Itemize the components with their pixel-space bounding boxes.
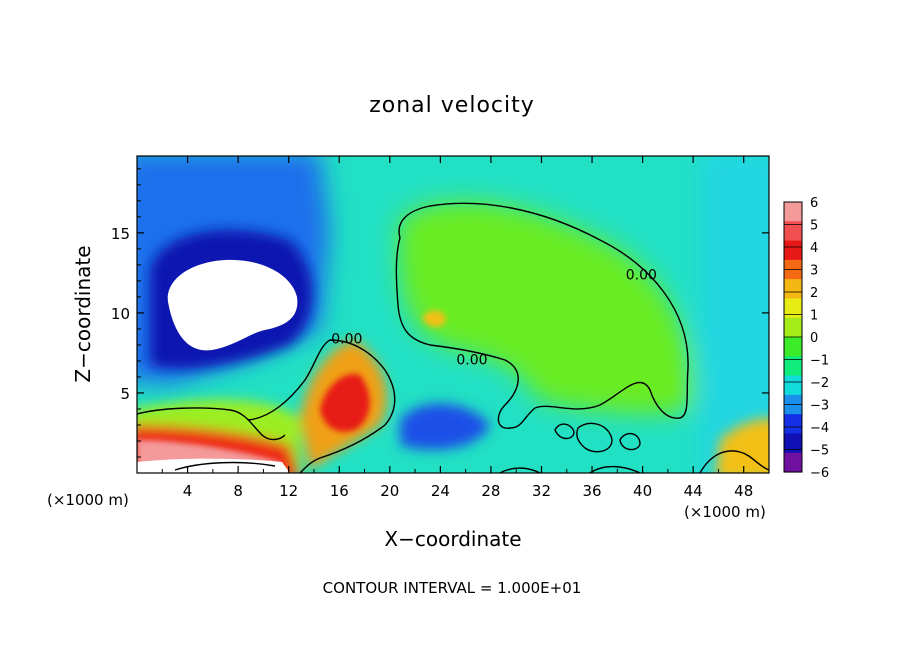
- x-axis-label: X−coordinate: [384, 527, 521, 551]
- x-tick-label-32: 32: [532, 482, 551, 500]
- y-tick-label-5: 5: [120, 385, 130, 403]
- colorbar-label-6: 0: [810, 331, 818, 346]
- y-tick-label-10: 10: [111, 305, 130, 323]
- contour-label-layer: 0.00 0.00 0.00: [331, 267, 657, 368]
- x-unit-label-left: (×1000 m): [47, 491, 129, 509]
- colorbar-swatch-9: [784, 375, 802, 396]
- field-right-low-warm: [715, 418, 769, 473]
- contour-zero-tongue: [247, 339, 396, 473]
- x-axis: 4 8 12 16 20 24 28 32 36 40 44 48: [161, 156, 753, 500]
- colorbar-swatch-8: [784, 356, 802, 377]
- y-tick-label-15: 15: [111, 225, 130, 243]
- x-tick-label-28: 28: [481, 482, 500, 500]
- field-missing-data: [167, 259, 298, 351]
- x-tick-label-8: 8: [233, 482, 243, 500]
- colorbar-label-11: −5: [810, 444, 829, 459]
- colorbar-label-0: 6: [810, 196, 818, 211]
- colorbar-swatch-0: [784, 202, 802, 222]
- field-green-region: [399, 201, 694, 415]
- field-mid-blue-patch: [400, 403, 490, 450]
- field-local-max: [422, 310, 446, 328]
- colorbar: 6 5 4 3 2 1 0 −1 −2 −3 −4 −5 −6: [783, 196, 829, 481]
- contour-label-0: 0.00: [331, 332, 362, 348]
- x-tick-label-20: 20: [380, 482, 399, 500]
- chart-title: zonal velocity: [369, 93, 535, 118]
- colorbar-swatch-4: [784, 279, 802, 300]
- colorbar-swatch-12: [784, 433, 802, 454]
- contour-label-1: 0.00: [456, 352, 487, 368]
- contour-interval-note: CONTOUR INTERVAL = 1.000E+01: [323, 579, 582, 597]
- contour-zero-blob-1: [554, 423, 575, 440]
- colorbar-label-2: 4: [810, 241, 818, 256]
- colorbar-label-12: −6: [810, 466, 829, 481]
- colorbar-swatch-1: [784, 221, 802, 242]
- colorbar-swatch-5: [784, 298, 802, 319]
- colorbar-label-9: −3: [810, 399, 829, 414]
- colorbar-swatch-11: [784, 414, 802, 435]
- colorbar-swatch-6: [784, 317, 802, 338]
- x-tick-label-4: 4: [183, 482, 193, 500]
- contour-zero-blob-2: [576, 422, 613, 453]
- colorbar-swatch-13: [784, 452, 802, 473]
- contour-zero-large: [395, 202, 689, 429]
- plot-frame: [136, 155, 770, 474]
- contour-zero-ground: [174, 461, 276, 471]
- colorbar-label-7: −1: [810, 354, 829, 369]
- contour-label-2: 0.00: [626, 267, 657, 283]
- y-axis-label: Z−coordinate: [71, 245, 95, 382]
- velocity-field: [137, 156, 769, 473]
- x-tick-label-12: 12: [279, 482, 298, 500]
- x-tick-label-36: 36: [582, 482, 601, 500]
- colorbar-label-10: −4: [810, 421, 829, 436]
- zero-contours: [137, 202, 769, 473]
- field-positive-core: [320, 374, 370, 432]
- x-tick-label-48: 48: [734, 482, 753, 500]
- colorbar-swatch-2: [784, 240, 802, 261]
- y-axis: 5 10 15: [111, 168, 769, 458]
- colorbar-label-8: −2: [810, 376, 829, 391]
- field-right-cyan: [700, 156, 769, 473]
- x-tick-label-16: 16: [330, 482, 349, 500]
- contour-zero-right: [699, 450, 769, 473]
- colorbar-label-3: 3: [810, 264, 818, 279]
- colorbar-swatch-7: [784, 337, 802, 357]
- colorbar-label-5: 1: [810, 309, 818, 324]
- colorbar-label-4: 2: [810, 286, 818, 301]
- x-tick-label-24: 24: [431, 482, 450, 500]
- contour-zero-bottom: [499, 465, 641, 473]
- field-ground-gap: [137, 458, 290, 473]
- x-tick-label-44: 44: [684, 482, 703, 500]
- contour-zero-blob-3: [619, 433, 641, 451]
- contour-zero-left: [137, 407, 286, 441]
- colorbar-label-1: 5: [810, 219, 818, 234]
- x-tick-label-40: 40: [633, 482, 652, 500]
- x-unit-label-right: (×1000 m): [684, 503, 766, 521]
